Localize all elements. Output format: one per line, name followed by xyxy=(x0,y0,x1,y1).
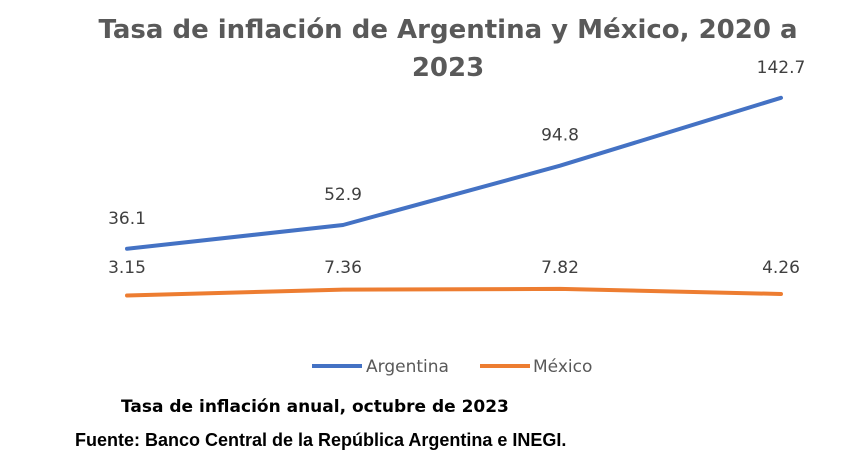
data-label: 7.82 xyxy=(541,258,579,278)
chart-title-line-2: 2023 xyxy=(412,53,484,83)
data-label: 4.26 xyxy=(762,258,800,278)
data-label: 94.8 xyxy=(541,126,579,146)
data-label: 52.9 xyxy=(324,185,362,205)
data-label: 36.1 xyxy=(108,209,146,229)
data-label: 7.36 xyxy=(324,258,362,278)
data-label: 3.15 xyxy=(108,258,146,278)
data-label: 142.7 xyxy=(757,58,806,78)
chart-subtitle: Tasa de inflación anual, octubre de 2023 xyxy=(121,397,509,417)
series-line-mexico xyxy=(125,286,783,298)
legend-label-argentina: Argentina xyxy=(366,357,449,377)
source-note: Fuente: Banco Central de la República Ar… xyxy=(75,430,566,450)
chart-title-line-1: Tasa de inflación de Argentina y México,… xyxy=(98,15,797,45)
legend-label-mexico: México xyxy=(533,357,592,377)
plot-area: 36.1 52.9 94.8 142.7 3.15 7.36 7.82 4.26 xyxy=(108,58,806,298)
legend: Argentina México xyxy=(312,357,592,377)
series-line-argentina xyxy=(125,95,783,251)
